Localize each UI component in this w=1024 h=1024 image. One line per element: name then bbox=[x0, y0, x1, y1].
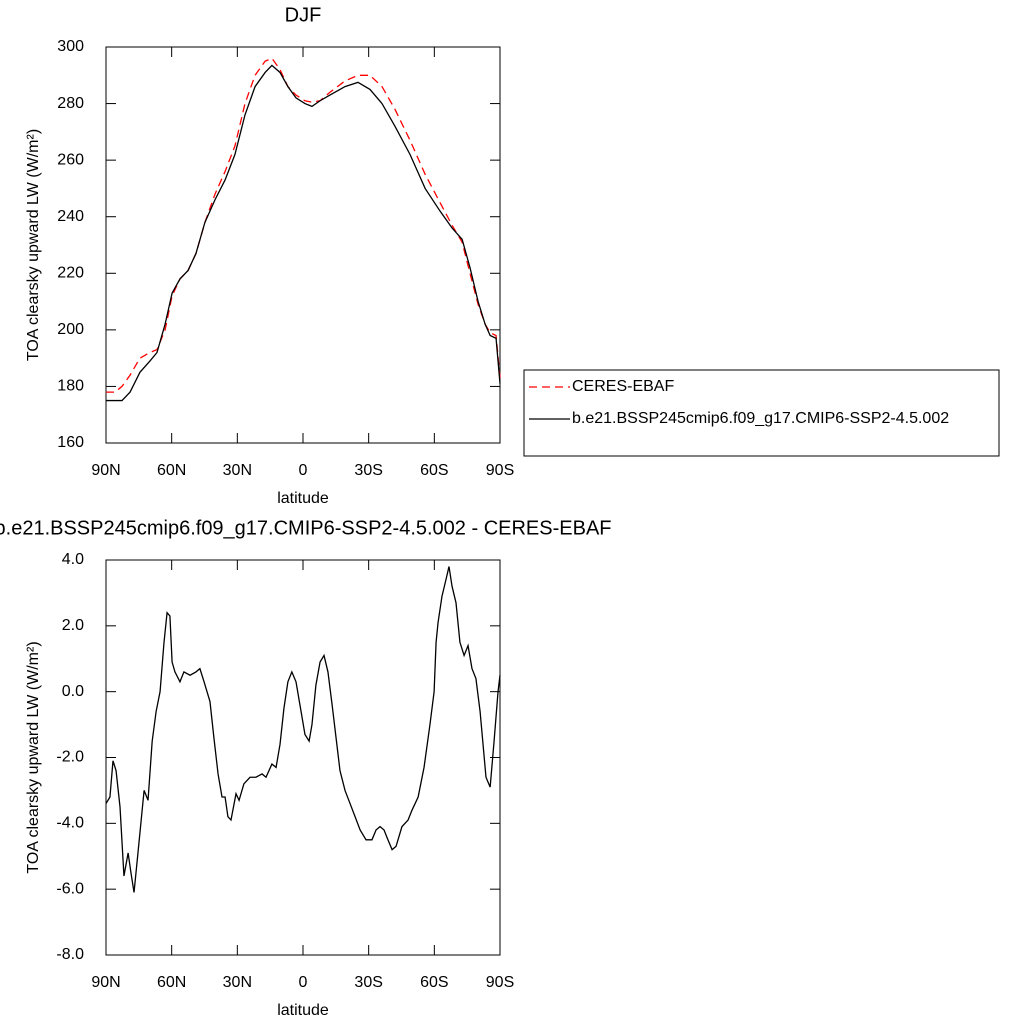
legend-label: CERES-EBAF bbox=[572, 378, 674, 395]
y-axis-label: TOA clearsky upward LW (W/m²) bbox=[25, 641, 42, 873]
y-tick-label: -6.0 bbox=[56, 880, 84, 897]
y-tick-label: 280 bbox=[57, 95, 84, 112]
x-tick-label: 60N bbox=[157, 974, 186, 991]
chart-title: b.e21.BSSP245cmip6.f09_g17.CMIP6-SSP2-4.… bbox=[0, 517, 611, 539]
y-tick-label: 160 bbox=[57, 434, 84, 451]
data-line bbox=[106, 64, 501, 402]
y-tick-label: 4.0 bbox=[62, 551, 84, 568]
y-tick-label: 2.0 bbox=[62, 617, 84, 634]
y-tick-label: -2.0 bbox=[56, 749, 84, 766]
x-tick-label: 60S bbox=[420, 462, 448, 479]
y-tick-label: 200 bbox=[57, 321, 84, 338]
x-axis-label: latitude bbox=[277, 490, 329, 507]
y-tick-label: 0.0 bbox=[62, 683, 84, 700]
data-line bbox=[105, 566, 501, 893]
x-tick-label: 0 bbox=[299, 462, 308, 479]
x-tick-label: 0 bbox=[299, 974, 308, 991]
x-tick-label: 30N bbox=[223, 462, 252, 479]
y-tick-label: 220 bbox=[57, 265, 84, 282]
y-tick-label: -8.0 bbox=[56, 946, 84, 963]
legend-label: b.e21.BSSP245cmip6.f09_g17.CMIP6-SSP2-4.… bbox=[572, 410, 949, 427]
x-tick-label: 90S bbox=[486, 974, 514, 991]
x-tick-label: 90S bbox=[486, 462, 514, 479]
x-tick-label: 30N bbox=[223, 974, 252, 991]
y-tick-label: 180 bbox=[57, 378, 84, 395]
plot-frame bbox=[105, 46, 501, 444]
plot-frame bbox=[105, 559, 501, 956]
x-tick-label: 30S bbox=[354, 974, 382, 991]
x-tick-label: 90N bbox=[91, 974, 120, 991]
y-tick-label: 300 bbox=[57, 38, 84, 55]
x-tick-label: 30S bbox=[354, 462, 382, 479]
y-tick-label: 240 bbox=[57, 208, 84, 225]
legend-box bbox=[523, 369, 1000, 457]
y-tick-label: 260 bbox=[57, 151, 84, 168]
x-tick-label: 60S bbox=[420, 974, 448, 991]
y-tick-label: -4.0 bbox=[56, 815, 84, 832]
x-axis-label: latitude bbox=[277, 1002, 329, 1019]
data-line bbox=[106, 57, 501, 393]
x-tick-label: 60N bbox=[157, 462, 186, 479]
chart-title: DJF bbox=[285, 4, 322, 26]
y-axis-label: TOA clearsky upward LW (W/m²) bbox=[25, 129, 42, 361]
x-tick-label: 90N bbox=[91, 462, 120, 479]
